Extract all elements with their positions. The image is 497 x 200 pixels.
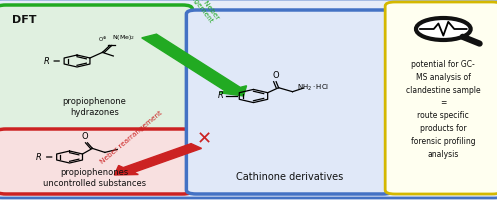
Text: O: O (82, 132, 88, 141)
FancyBboxPatch shape (0, 5, 192, 132)
Circle shape (416, 18, 471, 40)
Text: propiophenone
hydrazones: propiophenone hydrazones (63, 97, 126, 117)
Text: $\mathregular{O^{\oplus}}$: $\mathregular{O^{\oplus}}$ (98, 36, 107, 44)
Text: $\mathregular{N(Me)_2}$: $\mathregular{N(Me)_2}$ (112, 33, 136, 42)
Text: R: R (218, 92, 224, 100)
Text: propiophenones
uncontrolled substances: propiophenones uncontrolled substances (43, 168, 146, 188)
FancyArrow shape (114, 144, 202, 175)
Text: Neber rearrangement: Neber rearrangement (99, 110, 164, 165)
Text: R: R (36, 152, 42, 162)
FancyBboxPatch shape (385, 2, 497, 194)
Text: DFT: DFT (12, 15, 37, 25)
Text: potential for GC-
MS analysis of
clandestine sample
=
route specific
products fo: potential for GC- MS analysis of clandes… (406, 60, 481, 159)
Text: O: O (272, 71, 279, 80)
Text: $\mathregular{NH_2 \cdot HCl}$: $\mathregular{NH_2 \cdot HCl}$ (298, 83, 330, 93)
Text: ✕: ✕ (197, 130, 212, 148)
Text: Cathinone derivatives: Cathinone derivatives (236, 172, 343, 182)
Text: R: R (43, 56, 49, 66)
Text: Modified Neber
rearrangement: Modified Neber rearrangement (176, 0, 220, 25)
FancyBboxPatch shape (0, 129, 192, 194)
FancyBboxPatch shape (186, 10, 393, 194)
FancyArrow shape (142, 34, 247, 96)
